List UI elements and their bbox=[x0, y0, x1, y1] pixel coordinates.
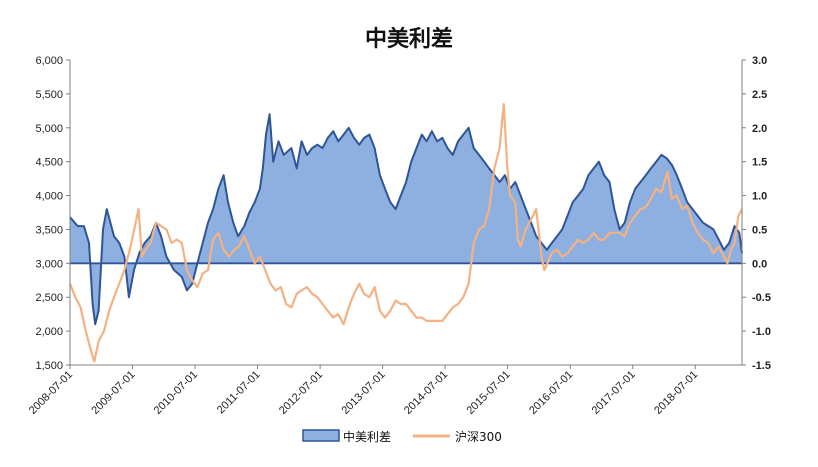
right-tick-label: 3.0 bbox=[752, 55, 767, 67]
left-tick-label: 2,000 bbox=[35, 326, 63, 338]
series-line-rate-spread bbox=[69, 113, 743, 326]
right-tick-label: 1.0 bbox=[752, 191, 767, 203]
right-tick-label: -1.5 bbox=[752, 360, 771, 372]
x-axis: 2008-07-01 2009-07-01 2010-07-01 2011-07-01… bbox=[27, 364, 742, 417]
left-tick-label: 6,000 bbox=[35, 55, 63, 67]
x-tick-label: 2016-07-01 bbox=[527, 369, 575, 417]
left-tick-label: 5,500 bbox=[35, 89, 63, 101]
legend-label-rate-spread: 中美利差 bbox=[343, 429, 391, 444]
right-tick-label: 0.5 bbox=[752, 224, 767, 236]
x-tick-label: 2017-07-01 bbox=[590, 369, 638, 417]
x-tick-label: 2010-07-01 bbox=[152, 369, 200, 417]
right-tick-label: 0.0 bbox=[752, 258, 767, 270]
x-tick-label: 2014-07-01 bbox=[402, 369, 450, 417]
chart-title: 中美利差 bbox=[365, 26, 453, 52]
left-tick-label: 3,500 bbox=[35, 224, 63, 236]
series-area-rate-spread-fill bbox=[70, 114, 742, 325]
right-tick-label: -1.0 bbox=[752, 326, 771, 338]
x-tick-label: 2018-07-01 bbox=[652, 369, 700, 417]
right-tick-label: 1.5 bbox=[752, 157, 767, 169]
left-tick-label: 4,000 bbox=[35, 191, 63, 203]
x-tick-label: 2009-07-01 bbox=[89, 369, 137, 417]
left-tick-label: 5,000 bbox=[35, 123, 63, 135]
left-tick-label: 4,500 bbox=[35, 157, 63, 169]
right-tick-label: 2.5 bbox=[752, 89, 767, 101]
right-tick-label: 2.0 bbox=[752, 123, 767, 135]
left-tick-label: 1,500 bbox=[35, 360, 63, 372]
legend-marker-rate-spread bbox=[302, 429, 340, 442]
right-y-axis: -1.5 -1.0 -0.5 0.0 0.5 1.0 1.5 2.0 2.5 3.0 bbox=[741, 55, 771, 372]
left-y-axis: 1,500 2,000 2,500 3,000 3,500 4,000 4,500 5,000… bbox=[35, 55, 71, 372]
right-tick-label: -0.5 bbox=[752, 292, 771, 304]
left-tick-label: 2,500 bbox=[35, 292, 63, 304]
x-tick-label: 2008-07-01 bbox=[27, 369, 75, 417]
series-line-csi300 bbox=[68, 103, 743, 363]
legend-label-csi300: 沪深300 bbox=[455, 430, 502, 444]
plot-area bbox=[68, 103, 743, 363]
legend: 中美利差 沪深300 bbox=[302, 429, 502, 444]
left-tick-label: 3,000 bbox=[35, 258, 63, 270]
x-tick-label: 2015-07-01 bbox=[464, 369, 512, 417]
x-tick-label: 2011-07-01 bbox=[215, 369, 263, 417]
x-tick-label: 2013-07-01 bbox=[339, 369, 387, 417]
x-tick-label: 2012-07-01 bbox=[277, 369, 325, 417]
